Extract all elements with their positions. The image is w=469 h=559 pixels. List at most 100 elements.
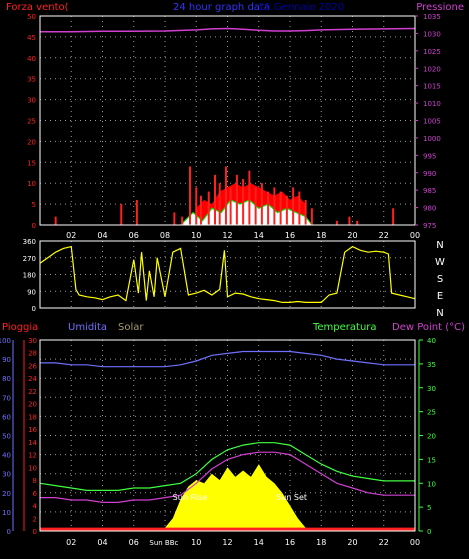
wind-axis-tick: 20 [27,138,36,146]
x-tick-label: 22 [379,538,389,547]
temperature-line [39,442,415,491]
pressure-line [40,27,416,33]
x-tick-label: 20 [347,231,357,240]
humidity-axis-tick: 30 [2,471,11,479]
dewpoint-label: Dew Point (°C) [392,322,465,333]
rain-axis-tick: 10 [28,464,37,472]
sun-rise-label: Sun Rise [173,493,208,502]
humidity-line [40,350,415,368]
humidity-axis-tick: 80 [2,375,11,383]
x-tick-label: 06 [129,231,139,240]
compass-label: N [436,240,443,251]
x-tick-label: 18 [316,231,326,240]
x-tick-label: 08 [160,231,170,240]
x-tick-label: 10 [191,538,201,547]
direction-axis-tick: 270 [23,255,36,263]
x-tick-label: 14 [254,538,264,547]
pressure-axis-tick: 1005 [423,118,441,126]
humidity-axis-tick: 50 [2,433,11,441]
rain-axis-tick: 4 [33,503,38,511]
temperature-axis-tick: 35 [427,361,436,369]
sun-bottom-label: Sun BBc [149,539,178,547]
x-tick-label: 20 [347,538,357,547]
wind-axis-tick: 10 [27,180,36,188]
rain-axis-tick: 22 [28,388,37,396]
rain-axis-tick: 16 [28,426,37,434]
sun-set-label: Sun Set [276,493,307,502]
temperature-axis-tick: 30 [427,385,436,393]
x-tick-label: 16 [285,231,295,240]
rain-axis-tick: 0 [33,528,37,536]
wind-fill-area [180,199,312,225]
x-tick-label: 00 [410,538,420,547]
pressure-axis-tick: 980 [423,205,436,213]
humidity-axis-tick: 0 [7,528,11,536]
x-tick-label: 04 [97,538,107,547]
humidity-axis-tick: 60 [2,413,11,421]
humidity-axis-tick: 40 [2,452,11,460]
x-tick-label: 02 [66,231,76,240]
graph-title: 24 hour graph data [173,2,270,13]
temperature-axis-tick: 40 [427,337,436,345]
temperature-label: Temperatura [312,322,377,333]
x-tick-label: 12 [222,538,232,547]
pressure-axis-tick: 990 [423,170,436,178]
wind-axis-tick: 15 [27,159,36,167]
humidity-axis-tick: 20 [2,490,11,498]
temperature-axis-tick: 25 [427,409,436,417]
humidity-axis-tick: 90 [2,356,11,364]
temperature-axis-tick: 10 [427,480,436,488]
wind-axis-tick: 0 [32,222,36,230]
direction-axis-tick: 360 [23,238,36,246]
compass-label: E [437,291,443,302]
x-tick-label: 10 [191,231,201,240]
temperature-axis-tick: 15 [427,456,436,464]
wind-axis-tick: 5 [32,201,36,209]
pressure-axis-tick: 995 [423,152,436,160]
pressure-axis-tick: 1010 [423,100,441,108]
solar-label: Solar [118,322,144,333]
wind-axis-tick: 45 [27,34,36,42]
direction-axis-tick: 90 [27,288,36,296]
rain-label: Pioggia [2,322,38,333]
pressure-axis-tick: 1030 [423,30,441,38]
rain-axis-tick: 2 [33,515,37,523]
wind-axis-tick: 30 [27,97,36,105]
pressure-axis-tick: 1020 [423,65,441,73]
x-tick-label: 02 [66,538,76,547]
wind-axis-tick: 35 [27,76,36,84]
pressure-axis-tick: 1000 [423,135,441,143]
x-tick-label: 16 [285,538,295,547]
x-tick-label: 14 [254,231,264,240]
direction-axis-tick: 180 [23,272,36,280]
wind-direction-line [39,245,416,303]
rain-axis-tick: 8 [33,477,37,485]
panel-climate-frame [39,339,416,532]
pressure-axis-tick: 1035 [423,13,441,21]
pressure-axis-label: Pressione [416,2,464,13]
compass-label: N [436,308,443,319]
humidity-label: Umidita [68,322,107,333]
compass-label: W [435,257,445,268]
rain-axis-tick: 14 [28,439,37,447]
rain-axis-tick: 26 [28,362,37,370]
solar-area [158,464,306,531]
x-tick-label: 00 [410,231,420,240]
x-tick-label: 06 [129,538,139,547]
temperature-axis-tick: 5 [427,504,431,512]
temperature-axis-tick: 0 [427,528,431,536]
rain-axis-tick: 18 [28,413,37,421]
rain-axis-tick: 24 [28,375,37,383]
panel-direction-frame [39,240,416,309]
rain-axis-tick: 30 [28,337,37,345]
temperature-axis-tick: 20 [427,433,436,441]
pressure-axis-tick: 1015 [423,83,441,91]
wind-axis-label: Forza vento( [6,2,69,13]
graph-date: 15 Gennaio 2020 [258,2,344,13]
dewpoint-line [40,451,415,503]
direction-axis-tick: 0 [32,305,36,313]
humidity-axis-tick: 100 [0,337,11,345]
humidity-axis-tick: 10 [2,509,11,517]
rain-axis-tick: 28 [28,350,37,358]
